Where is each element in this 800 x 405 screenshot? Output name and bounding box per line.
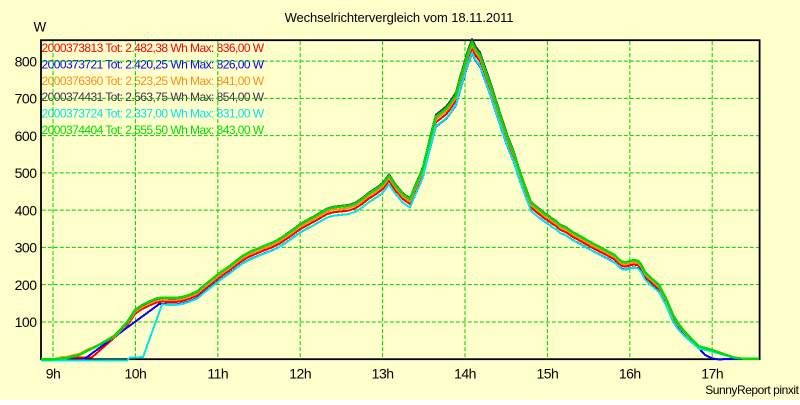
svg-text:2000373813 Tot: 2.482,38 Wh Ma: 2000373813 Tot: 2.482,38 Wh Max: 836,00 … [42, 41, 265, 55]
svg-text:16h: 16h [619, 366, 641, 382]
svg-text:2000373724 Tot: 2.337,00 Wh Ma: 2000373724 Tot: 2.337,00 Wh Max: 831,00 … [42, 107, 265, 121]
svg-text:2000373721 Tot: 2.420,25 Wh Ma: 2000373721 Tot: 2.420,25 Wh Max: 826,00 … [42, 57, 265, 71]
svg-text:700: 700 [15, 91, 38, 107]
svg-text:800: 800 [15, 53, 38, 69]
svg-text:W: W [34, 20, 47, 35]
svg-text:2000376360 Tot: 2.523,25 Wh Ma: 2000376360 Tot: 2.523,25 Wh Max: 841,00 … [42, 74, 265, 88]
svg-text:SunnyReport pinxit: SunnyReport pinxit [705, 383, 799, 397]
svg-text:Wechselrichtervergleich vom 18: Wechselrichtervergleich vom 18.11.2011 [285, 10, 514, 25]
svg-text:13h: 13h [372, 366, 394, 382]
svg-text:15h: 15h [536, 366, 558, 382]
svg-text:600: 600 [15, 128, 38, 144]
svg-text:10h: 10h [124, 366, 146, 382]
svg-text:11h: 11h [207, 366, 228, 382]
svg-text:2000374431 Tot: 2.563,75 Wh Ma: 2000374431 Tot: 2.563,75 Wh Max: 854,00 … [42, 90, 265, 104]
svg-text:14h: 14h [454, 366, 476, 382]
svg-text:9h: 9h [46, 366, 61, 382]
svg-text:500: 500 [15, 165, 38, 181]
svg-text:17h: 17h [701, 366, 723, 382]
svg-text:2000374404 Tot: 2.555,50 Wh Ma: 2000374404 Tot: 2.555,50 Wh Max: 843,00 … [42, 123, 265, 137]
svg-text:12h: 12h [289, 366, 311, 382]
svg-text:400: 400 [15, 202, 38, 218]
svg-text:200: 200 [15, 277, 38, 293]
svg-text:300: 300 [15, 240, 38, 256]
svg-text:100: 100 [15, 314, 38, 330]
